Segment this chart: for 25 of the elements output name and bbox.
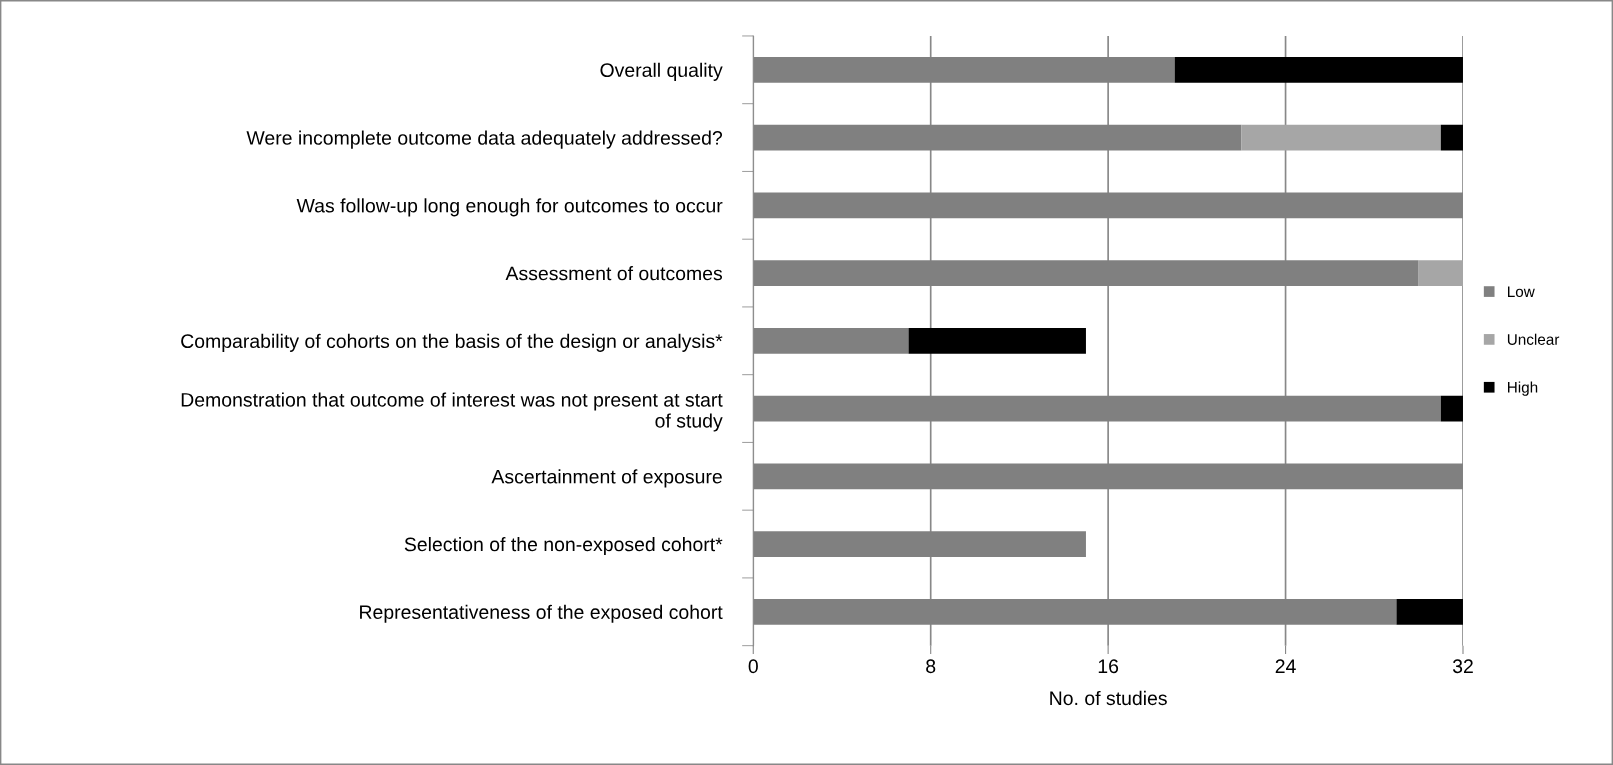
bar <box>1174 56 1463 83</box>
y-tick-label: Ascertainment of exposure <box>491 469 722 488</box>
legend-label: Unclear <box>1507 333 1560 345</box>
y-tick-label: Selection of the non-exposed cohort* <box>404 537 723 556</box>
y-tick-label: Representativeness of the exposed cohort <box>360 604 723 623</box>
y-tick-label: Were incomplete outcome data adequately addressed? <box>246 130 723 149</box>
y-tick-label: Overall quality <box>600 62 723 81</box>
x-tick-label: 24 <box>1275 659 1296 673</box>
legend-label: Low <box>1508 286 1535 298</box>
bar <box>908 327 1086 354</box>
bar <box>1396 598 1463 625</box>
x-axis-title: No. of studies <box>1050 690 1167 706</box>
x-tick-label: 32 <box>1452 659 1473 674</box>
y-tick-label: Assessment of outcomes <box>505 266 723 281</box>
bar <box>1440 124 1463 151</box>
y-tick-label: Demonstration that outcome of interest was not present at start of study <box>181 392 723 432</box>
legend-label: High <box>1508 381 1538 396</box>
bar <box>1241 124 1441 151</box>
x-tick-label: 0 <box>748 659 758 674</box>
bar <box>1440 395 1463 422</box>
y-tick-label: Comparability of cohorts on the basis of the design or analysis* <box>181 333 723 352</box>
bar <box>1418 260 1463 286</box>
y-tick-label: Was follow-up long enough for outcomes to occur <box>296 198 723 217</box>
x-tick-label: 8 <box>926 659 936 674</box>
x-tick-label: 16 <box>1098 659 1119 674</box>
